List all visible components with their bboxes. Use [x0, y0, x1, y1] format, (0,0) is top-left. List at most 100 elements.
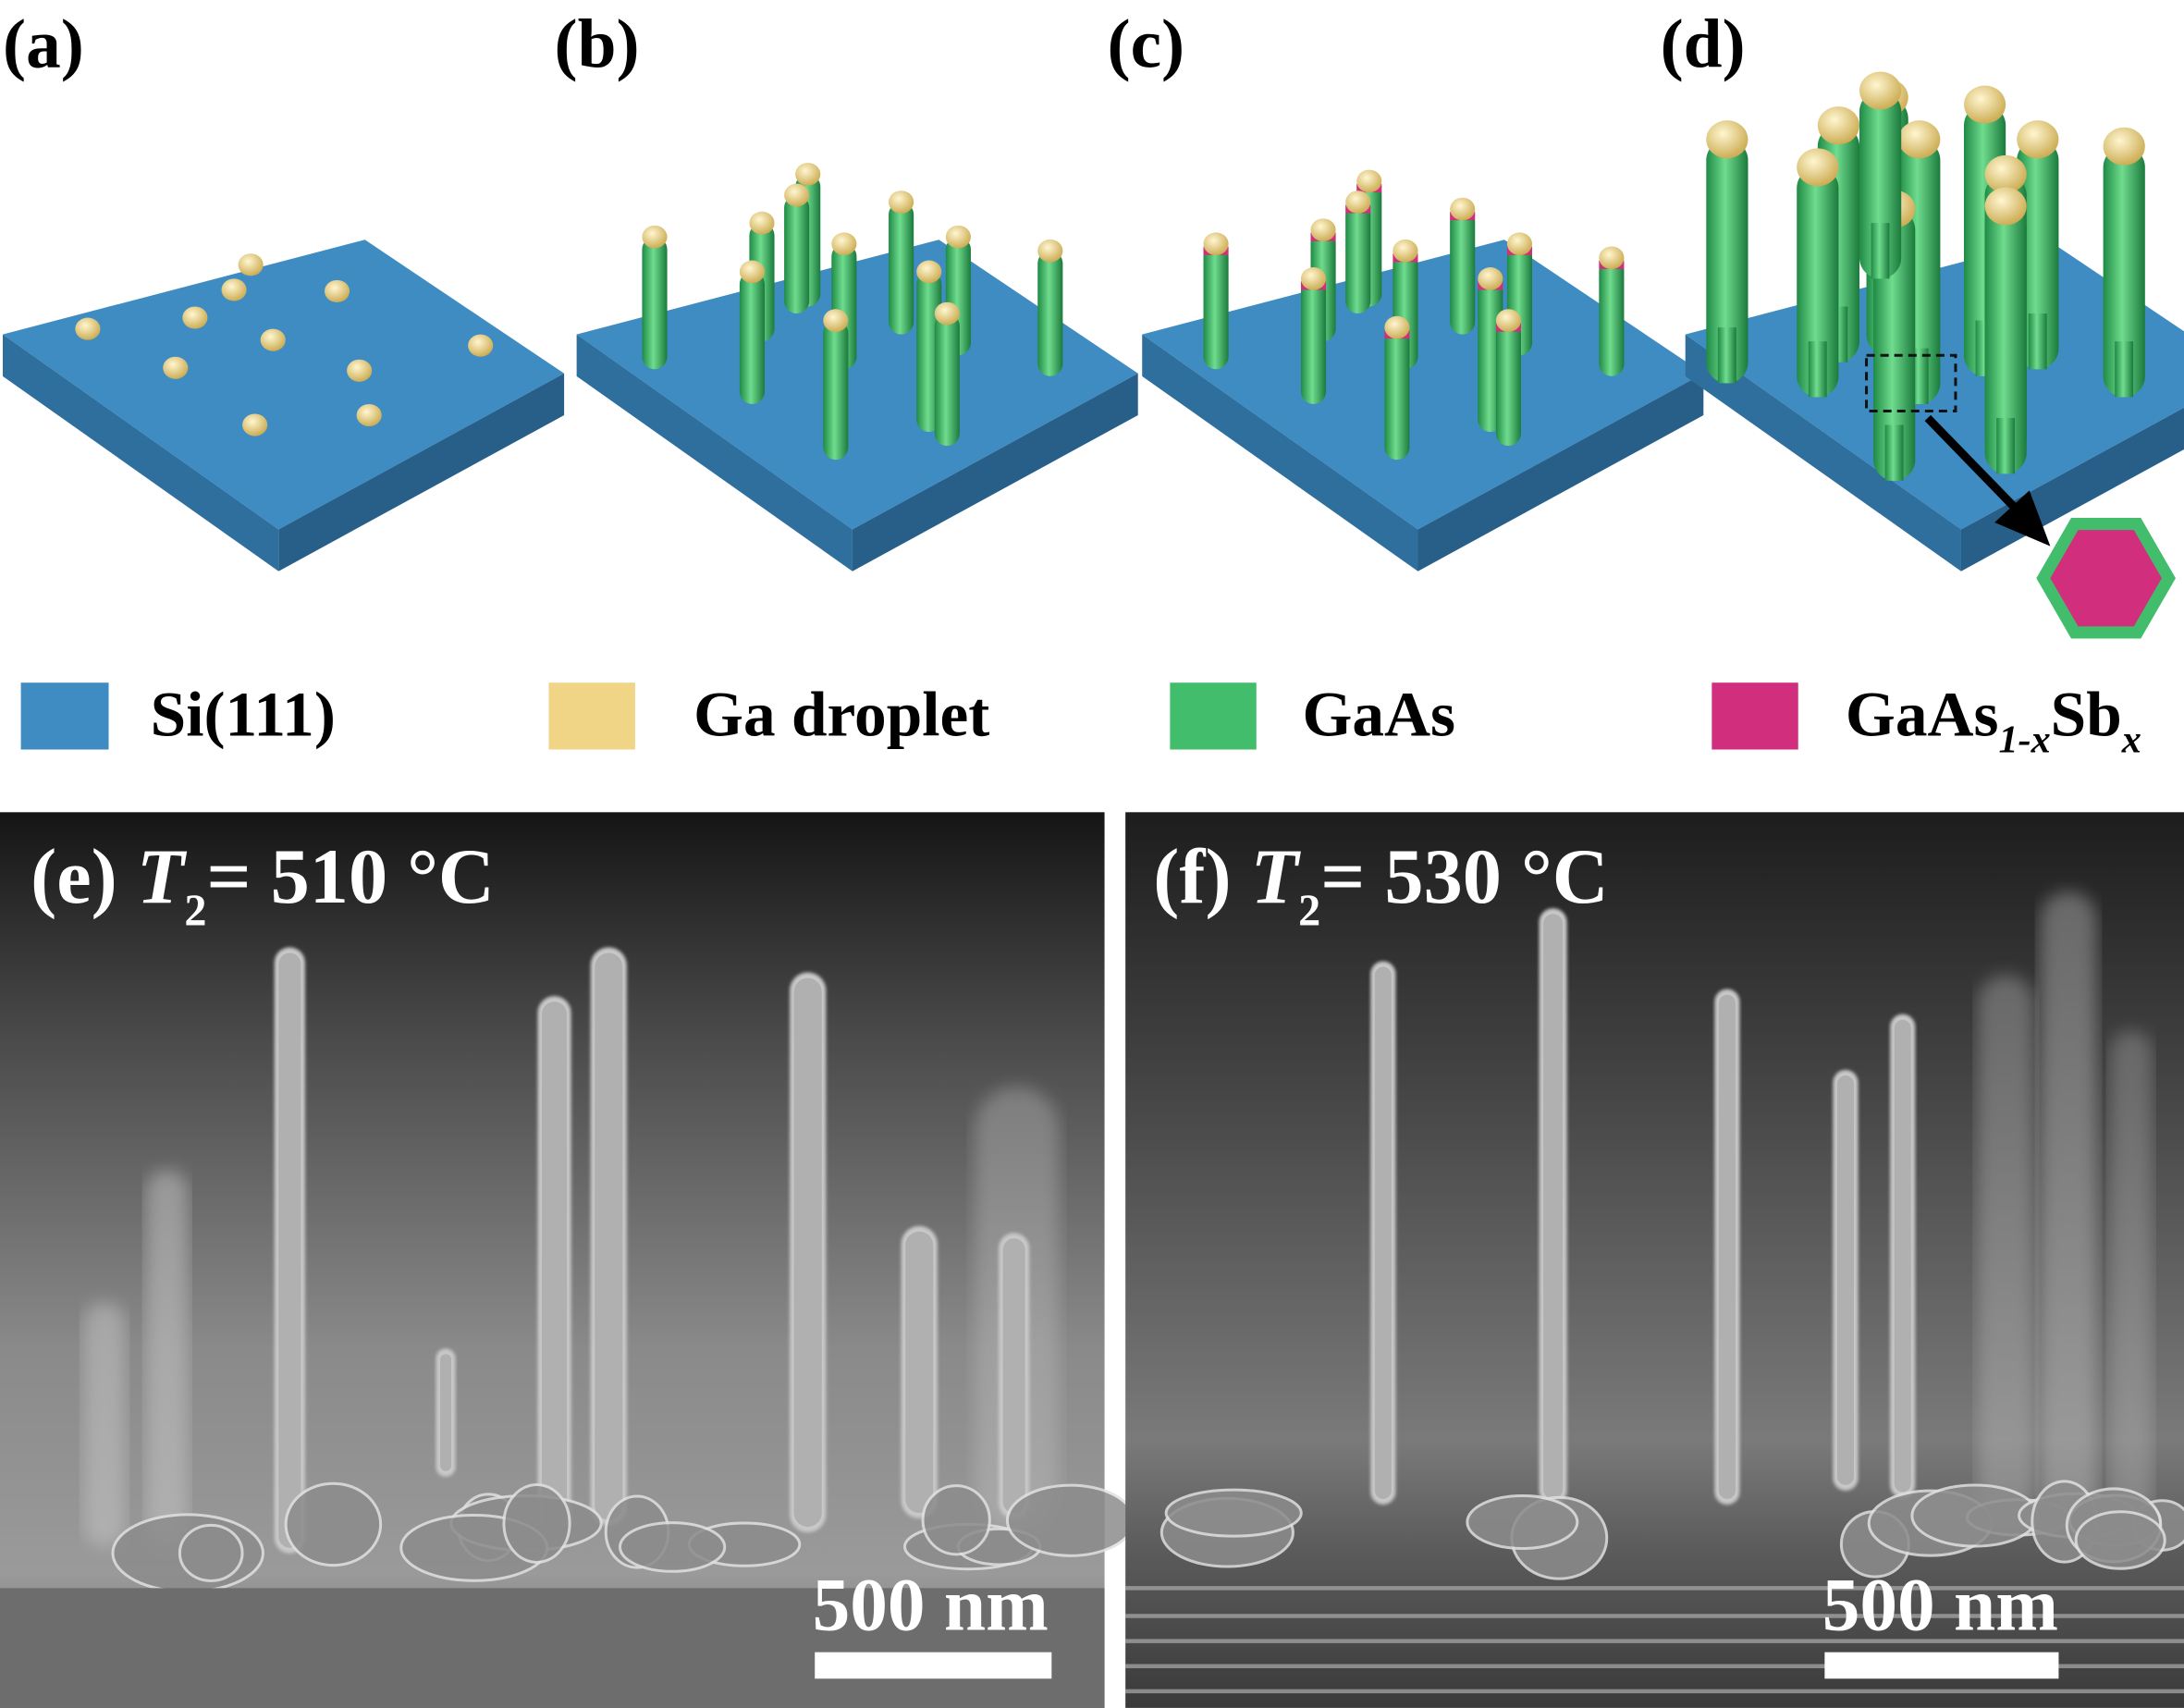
nanowire-highlight [1719, 995, 1736, 1499]
nanowire-image [1978, 976, 2033, 1518]
ga-droplet [1356, 170, 1381, 193]
scale-bar-e [815, 1653, 1051, 1679]
nanowire-image [2041, 891, 2096, 1518]
ga-droplet [1204, 232, 1229, 255]
nanowire-highlight [794, 978, 822, 1528]
nanowire [1345, 203, 1370, 314]
nanowire [889, 203, 914, 335]
ga-droplet [1345, 190, 1370, 214]
ga-droplet [1818, 106, 1859, 144]
legend-swatch-si [21, 682, 109, 749]
ga-droplet [357, 404, 382, 426]
nanowire [740, 272, 765, 404]
ga-droplet [795, 163, 820, 186]
debris-cluster [1467, 1495, 1577, 1548]
ga-droplet [1859, 71, 1901, 109]
nanowire-core [1871, 223, 1890, 278]
nanowire [1301, 278, 1326, 404]
nanowire-highlight [595, 952, 622, 1519]
debris-cluster [286, 1483, 380, 1565]
ga-droplet [1985, 187, 2027, 225]
sem-label-e: (e) T2= 510 °C [31, 834, 495, 935]
nanowire-highlight [1003, 1238, 1025, 1513]
debris-cluster [1007, 1485, 1134, 1555]
nanowire-highlight [278, 952, 301, 1547]
ga-droplet [935, 302, 960, 326]
ga-droplet [1964, 86, 2006, 124]
schematic-a [3, 240, 564, 571]
ga-droplet [749, 212, 774, 235]
ga-droplet [1706, 120, 1748, 158]
legend: Si(111) Ga droplet GaAs GaAs1-xSbx [21, 678, 2141, 761]
nanowire [1450, 209, 1475, 335]
nanowire-image [83, 1303, 125, 1547]
schematic-d [1686, 71, 2184, 638]
ga-droplet [1599, 246, 1624, 269]
nanowire-highlight [1895, 1020, 1911, 1493]
nanowire-highlight [542, 1001, 567, 1527]
ga-droplet [831, 232, 856, 255]
nanowire-core [1718, 327, 1736, 383]
nanowire [1204, 244, 1229, 370]
ga-droplet [75, 318, 100, 340]
sem-label-f: (f) T2= 530 °C [1153, 834, 1608, 935]
scale-bar-f [1824, 1653, 2058, 1679]
nanowire [1599, 258, 1624, 376]
legend-label-si: Si(111) [151, 678, 336, 749]
ga-droplet [325, 280, 350, 302]
ga-droplet [1301, 267, 1326, 290]
ga-droplet [347, 360, 372, 382]
schematic-c [1142, 170, 1703, 571]
debris-cluster [923, 1486, 989, 1554]
nanowire [823, 321, 848, 461]
ga-droplet [222, 278, 247, 301]
nanowire-image [2110, 1031, 2152, 1518]
schematic-b [577, 163, 1138, 571]
ga-droplet [1393, 240, 1417, 263]
panel-label-c: (c) [1108, 6, 1185, 82]
debris-cluster [504, 1484, 570, 1562]
ga-droplet [1496, 309, 1521, 332]
nanowire [642, 237, 667, 369]
ga-droplet [261, 329, 286, 351]
nanowire-core [1809, 341, 1827, 397]
nanowire [1496, 321, 1521, 447]
debris-cluster [2076, 1512, 2165, 1568]
nanowire-highlight [1543, 914, 1563, 1499]
ga-droplet [468, 335, 493, 357]
ga-droplet [1507, 232, 1532, 255]
nanowire-highlight [1837, 1075, 1854, 1485]
sem-panel-f: (f) T2= 530 °C 500 nm [1125, 812, 2184, 1708]
debris-cluster [179, 1525, 242, 1580]
legend-label-gaas: GaAs [1302, 678, 1455, 749]
schematics [3, 71, 2184, 638]
nanowire [1037, 251, 1062, 376]
nanowire-core [1885, 425, 1904, 481]
ga-droplet [740, 261, 765, 284]
ga-droplet [182, 306, 207, 328]
panel-label-b: (b) [555, 6, 640, 82]
panel-label-d: (d) [1661, 6, 1746, 82]
legend-swatch-ga-droplet [549, 682, 635, 749]
nanowire [784, 195, 809, 313]
nanowire-core [2029, 313, 2047, 369]
ga-droplet [784, 184, 809, 207]
ga-droplet [2017, 120, 2058, 158]
substrate-top [3, 240, 564, 529]
debris-cluster [620, 1523, 724, 1572]
ga-droplet [1037, 240, 1062, 263]
ga-droplet [163, 357, 188, 379]
scale-bar-label-e: 500 nm [813, 1564, 1049, 1647]
nanowire-image [146, 1170, 188, 1546]
nanowire-highlight [905, 1232, 933, 1513]
ga-droplet [889, 190, 914, 214]
legend-swatch-gaas [1170, 682, 1256, 749]
legend-label-ga-droplet: Ga droplet [693, 678, 989, 749]
ga-droplet [642, 226, 667, 249]
nanowire-highlight [440, 1354, 451, 1471]
nanowire [1384, 327, 1409, 460]
ga-droplet [1898, 120, 1940, 158]
ga-droplet [946, 226, 971, 249]
legend-swatch-gaassb [1712, 682, 1798, 749]
